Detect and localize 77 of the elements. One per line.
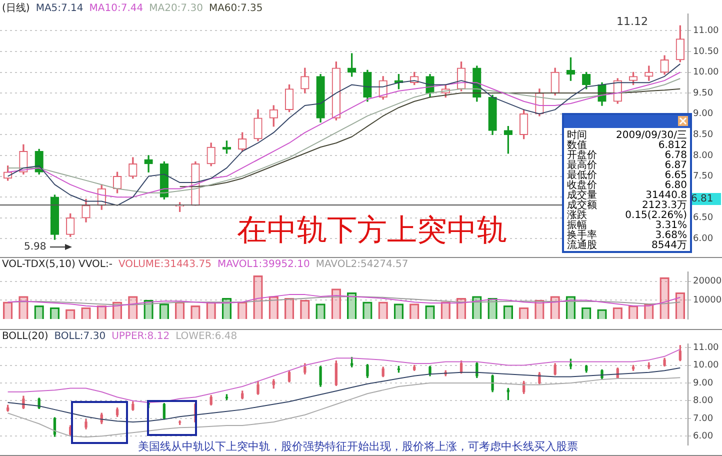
text: MA5:7.14	[36, 3, 84, 14]
bar	[440, 302, 450, 319]
annotation: 0.15(2.26%)	[625, 210, 687, 221]
annotation: 最高价	[567, 160, 597, 171]
annotation: 时间	[567, 130, 587, 141]
annotation: 3.31%	[655, 220, 687, 231]
text: BOLL:7.30	[54, 331, 106, 342]
annotation: 11.12	[616, 14, 648, 28]
text: MA10:7.44	[89, 3, 144, 14]
annotation: 涨跌	[567, 210, 587, 221]
ref-line-label: 6.81	[691, 194, 714, 205]
text: MAVOL1:39952.10	[217, 259, 310, 270]
bar	[284, 298, 294, 319]
bar	[128, 296, 138, 319]
annotation: 收盘价	[567, 180, 597, 191]
bar	[346, 292, 357, 319]
y-tick-label: 6.00	[693, 431, 714, 442]
bar	[253, 275, 263, 319]
annotation: 数值	[567, 140, 587, 151]
annotation: 换手率	[567, 230, 597, 241]
annotation: 2123.3万	[642, 200, 687, 211]
chart-title: (日线)	[2, 3, 30, 14]
bar	[378, 302, 388, 319]
annotation: 6.78	[664, 150, 687, 161]
bar	[238, 302, 248, 319]
y-tick-label: 7.00	[693, 414, 714, 424]
bar	[550, 296, 560, 319]
annotation: 5.98	[24, 242, 46, 253]
y-tick-label: 10000	[693, 296, 722, 306]
annotation: 美国线从中轨以下上突中轨，股价强势特征开始出现，股价将上涨，可考虑中长线买入股票	[138, 440, 578, 453]
annotation: 流通股	[567, 240, 597, 251]
annotation: 6.812	[658, 140, 687, 151]
text: MAVOL2:54274.57	[316, 259, 408, 270]
chart-title: BOLL(20)	[2, 331, 48, 342]
y-tick-label: 11.00	[693, 342, 720, 353]
bar	[300, 300, 310, 319]
y-tick-label: 20000	[693, 276, 722, 287]
y-tick-label: 10.00	[693, 68, 720, 78]
y-tick-label: 7.50	[693, 172, 714, 182]
bar	[2, 302, 13, 319]
y-tick-label: 6.50	[693, 213, 714, 224]
annotation: 6.80	[664, 180, 687, 191]
annotation: 在中轨下方上突中轨	[237, 212, 507, 248]
y-tick-label: 11.00	[693, 26, 720, 36]
y-tick-label: 8.00	[693, 396, 714, 406]
annotation: 成交额	[567, 200, 597, 211]
annotation: 2009/09/30/三	[616, 130, 687, 141]
annotation: 6.65	[664, 170, 687, 181]
candlestick	[144, 155, 153, 172]
annotation: 31440.8	[646, 190, 687, 201]
bar	[174, 302, 185, 319]
annotation: 最低价	[567, 170, 597, 181]
annotation: 成交量	[567, 190, 597, 201]
annotation: 6.87	[664, 160, 687, 171]
chart-title: VOL-TDX(5,10) VVOL:-	[2, 259, 112, 270]
y-tick-label: 9.50	[693, 88, 714, 98]
y-tick-label: 10.50	[693, 46, 720, 57]
annotation: 3.68%	[655, 230, 687, 241]
bar	[675, 292, 686, 319]
text: MA20:7.30	[149, 3, 203, 14]
y-tick-label: 8.50	[693, 130, 714, 140]
y-tick-label: 9.00	[693, 378, 714, 388]
annotation: 振幅	[567, 220, 587, 231]
bar	[18, 296, 28, 319]
text: MA60:7.35	[208, 3, 263, 14]
text: LOWER:6.48	[176, 331, 238, 342]
text: UPPER:8.12	[112, 331, 170, 342]
y-tick-label: 8.00	[693, 150, 714, 161]
bar	[362, 302, 372, 319]
text: VOLUME:31443.75	[118, 259, 212, 270]
y-tick-label: 6.00	[693, 234, 714, 244]
y-tick-label: 9.00	[693, 109, 714, 120]
annotation: 8544万	[652, 240, 687, 251]
annotation: 开盘价	[567, 150, 597, 161]
bar	[660, 277, 670, 319]
bar	[268, 296, 278, 319]
y-tick-label: 10.00	[693, 360, 720, 371]
